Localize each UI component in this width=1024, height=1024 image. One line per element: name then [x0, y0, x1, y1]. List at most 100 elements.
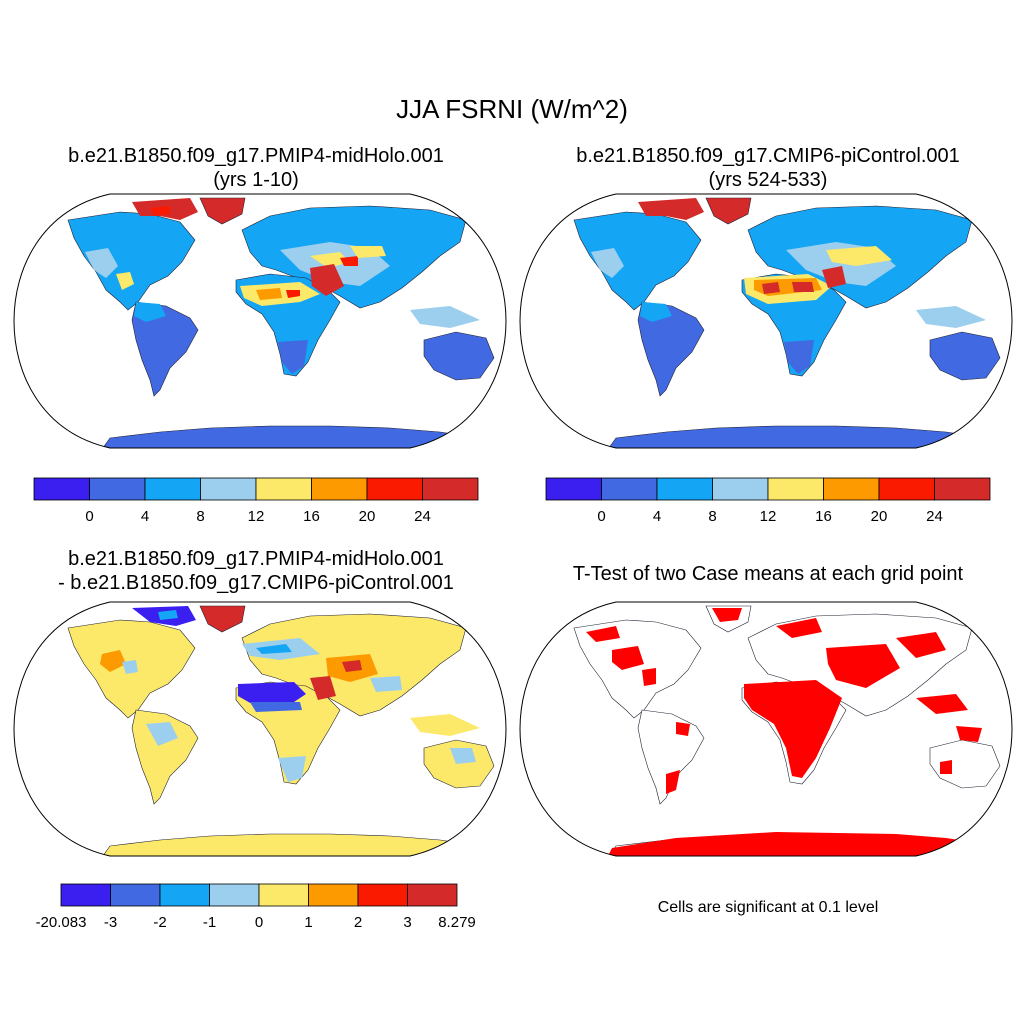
significant-cells [916, 694, 968, 714]
landmass-south-america [637, 301, 705, 397]
colorbar-swatch [110, 883, 161, 907]
colorbar-tick-label: 4 [141, 508, 149, 525]
colorbar-swatch [144, 477, 201, 501]
colorbar-tick-label: -20.083 [36, 914, 87, 931]
colorbar-tick-label: 24 [414, 508, 431, 525]
significant-cells [896, 632, 946, 658]
colorbar-swatch [656, 477, 713, 501]
significant-cells [676, 722, 690, 736]
colorbar-swatch [258, 883, 309, 907]
colorbar-tick-label: 1 [304, 914, 312, 931]
colorbar-swatch [407, 883, 458, 907]
colorbar-swatch [878, 477, 935, 501]
panel-2-title-line1: b.e21.B1850.f09_g17.CMIP6-piControl.001 [576, 145, 960, 167]
colorbar-tick-label: 24 [926, 508, 943, 525]
colorbar-swatch [601, 477, 658, 501]
colorbar-tick-label: 3 [403, 914, 411, 931]
colorbar-swatch [89, 477, 146, 501]
colorbar-swatch [422, 477, 479, 501]
colorbar-tick-label: 4 [653, 508, 661, 525]
significant-cells [776, 618, 822, 638]
colorbar-tick-label: 12 [760, 508, 777, 525]
landmass-antarctica [605, 425, 987, 448]
colorbar-2: 0 4 8 12 16 20 24 [545, 477, 991, 525]
colorbar-swatch [934, 477, 991, 501]
colorbar-swatch [823, 477, 880, 501]
significant-cells [606, 832, 986, 856]
colorbar-tick-label: 12 [248, 508, 265, 525]
landmass-greenland [199, 605, 246, 633]
colorbar-tick-label: 8.279 [438, 914, 476, 931]
colorbar-swatch [159, 883, 210, 907]
panel-3-title-line1: b.e21.B1850.f09_g17.PMIP4-midHolo.001 [68, 548, 444, 570]
landmass-south-america [131, 709, 199, 805]
colorbar-tick-label: 20 [359, 508, 376, 525]
landmass-south-america [131, 301, 199, 397]
landmass-north-america [67, 211, 196, 311]
colorbar-tick-label: 0 [597, 508, 605, 525]
colorbar-tick-label: 0 [85, 508, 93, 525]
colorbar-1: 0 4 8 12 16 20 24 [33, 477, 479, 525]
colorbar-tick-label: 8 [708, 508, 716, 525]
panel-3-title: b.e21.B1850.f09_g17.PMIP4-midHolo.001 - … [0, 547, 512, 595]
panel-2-title: b.e21.B1850.f09_g17.CMIP6-piControl.001 … [512, 144, 1024, 192]
landmass-antarctica [99, 425, 481, 448]
colorbar-tick-label: 16 [303, 508, 320, 525]
landmass-australia [929, 331, 1001, 381]
figure-title: JJA FSRNI (W/m^2) [396, 94, 628, 124]
significant-cells [666, 770, 680, 794]
colorbar-3: -20.083 -3 -2 -1 0 1 2 3 8.279 [36, 883, 476, 931]
significant-cells [642, 668, 656, 686]
colorbar-swatch [311, 477, 368, 501]
landmass-greenland [705, 197, 752, 225]
map-outline [13, 193, 507, 449]
landmass-greenland [199, 197, 246, 225]
colorbar-swatch [209, 883, 260, 907]
significant-cells [612, 646, 644, 670]
colorbar-swatch [767, 477, 824, 501]
significant-cells [712, 608, 742, 622]
map-outline [519, 193, 1013, 449]
panel-1-title-line1: b.e21.B1850.f09_g17.PMIP4-midHolo.001 [68, 145, 444, 167]
significant-cells [956, 726, 982, 742]
colorbar-tick-label: 2 [354, 914, 362, 931]
colorbar-tick-label: -3 [104, 914, 117, 931]
colorbar-tick-label: 0 [255, 914, 263, 931]
colorbar-swatch [60, 883, 111, 907]
colorbar-swatch [545, 477, 602, 501]
colorbar-swatch [308, 883, 359, 907]
landmass-north-america [573, 211, 702, 311]
panel-1-title-line2: (yrs 1-10) [213, 169, 299, 191]
colorbar-tick-label: 16 [815, 508, 832, 525]
landmass-australia [929, 739, 1001, 789]
map-difference [13, 601, 507, 857]
colorbar-tick-label: -2 [153, 914, 166, 931]
significant-cells [826, 644, 900, 688]
panel-1-title: b.e21.B1850.f09_g17.PMIP4-midHolo.001 (y… [0, 144, 512, 192]
colorbar-swatch [366, 477, 423, 501]
colorbar-tick-label: -1 [203, 914, 216, 931]
significance-note: Cells are significant at 0.1 level [657, 899, 879, 916]
map-midholo [13, 193, 507, 449]
colorbar-swatch [357, 883, 408, 907]
map-significance [519, 601, 1013, 857]
map-outline [519, 601, 1013, 857]
landmass-australia [423, 739, 495, 789]
colorbar-swatch [200, 477, 257, 501]
panel-2-title-line2: (yrs 524-533) [708, 169, 828, 191]
landmass-antarctica [99, 833, 481, 856]
colorbar-swatch [255, 477, 312, 501]
significant-cells [586, 626, 620, 642]
colorbar-tick-label: 20 [871, 508, 888, 525]
panel-4-title: T-Test of two Case means at each grid po… [512, 562, 1024, 586]
map-outline [13, 601, 507, 857]
panel-4-title-line1: T-Test of two Case means at each grid po… [572, 563, 964, 585]
map-picontrol [519, 193, 1013, 449]
panel-3-title-line2: - b.e21.B1850.f09_g17.CMIP6-piControl.00… [58, 572, 454, 594]
significant-cells [940, 760, 952, 774]
colorbar-swatch [712, 477, 769, 501]
colorbar-tick-label: 8 [196, 508, 204, 525]
colorbar-swatch [33, 477, 90, 501]
landmass-australia [423, 331, 495, 381]
landmass-north-america [573, 619, 702, 719]
